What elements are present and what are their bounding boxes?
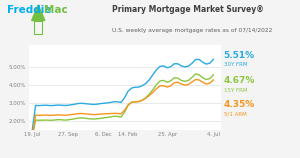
Text: 5/1 ARM: 5/1 ARM	[224, 111, 246, 116]
Text: 4.35%: 4.35%	[224, 100, 255, 109]
Text: 30Y FRM: 30Y FRM	[224, 62, 247, 67]
Text: 15Y FRM: 15Y FRM	[224, 88, 247, 93]
Text: Freddie: Freddie	[8, 5, 52, 15]
Text: 5.51%: 5.51%	[224, 51, 255, 60]
Text: 4.67%: 4.67%	[224, 76, 255, 85]
Polygon shape	[32, 5, 45, 21]
Text: Mac: Mac	[44, 5, 68, 15]
Text: Primary Mortgage Market Survey®: Primary Mortgage Market Survey®	[112, 5, 264, 14]
Text: U.S. weekly average mortgage rates as of 07/14/2022: U.S. weekly average mortgage rates as of…	[112, 28, 273, 33]
